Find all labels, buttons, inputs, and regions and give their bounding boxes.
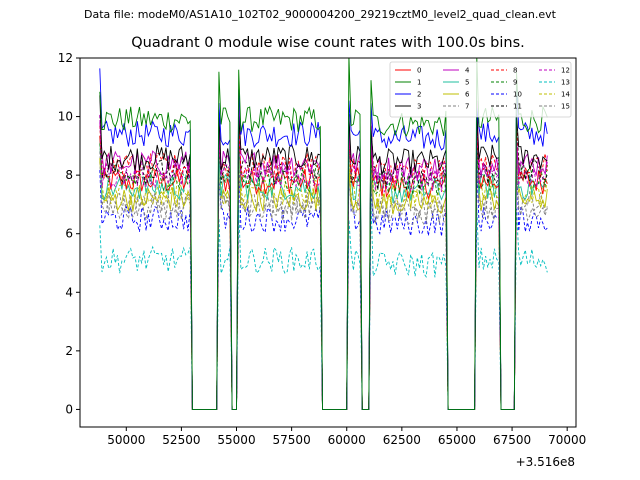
legend-label-15: 15 — [561, 103, 570, 111]
x-tick-label: 50000 — [107, 433, 145, 447]
x-tick-label: 52500 — [162, 433, 200, 447]
x-tick-label: 65000 — [438, 433, 476, 447]
legend-label-9: 9 — [513, 79, 517, 87]
y-tick-label: 0 — [65, 402, 73, 416]
y-axis: 0 2 4 6 8 10 12 — [58, 51, 80, 416]
y-tick-label: 8 — [65, 168, 73, 182]
x-tick-label: 62500 — [383, 433, 421, 447]
series-line-7 — [99, 155, 548, 410]
x-offset-label: +3.516e8 — [516, 455, 575, 469]
axes-frame — [79, 57, 577, 428]
x-tick-label: 60000 — [328, 433, 366, 447]
series-line-8 — [99, 118, 548, 410]
legend-label-3: 3 — [417, 103, 421, 111]
y-tick-label: 10 — [58, 110, 73, 124]
series-lines — [99, 58, 548, 410]
legend-label-11: 11 — [513, 103, 522, 111]
legend-label-4: 4 — [465, 67, 470, 75]
chart-title: Quadrant 0 module wise count rates with … — [131, 35, 525, 51]
legend-label-2: 2 — [417, 91, 421, 99]
legend-label-6: 6 — [465, 91, 470, 99]
legend-label-12: 12 — [561, 67, 570, 75]
y-tick-label: 4 — [65, 285, 73, 299]
suptitle: Data file: modeM0/AS1A10_102T02_90000042… — [84, 8, 556, 21]
series-line-1 — [99, 58, 548, 410]
y-tick-label: 12 — [58, 51, 73, 65]
series-line-13 — [99, 200, 548, 410]
x-tick-label: 67500 — [493, 433, 531, 447]
legend-label-5: 5 — [465, 79, 469, 87]
series-line-3 — [99, 95, 548, 410]
legend-label-8: 8 — [513, 67, 517, 75]
legend-label-1: 1 — [417, 79, 421, 87]
x-tick-label: 55000 — [217, 433, 255, 447]
y-tick-label: 2 — [65, 344, 73, 358]
legend-label-7: 7 — [465, 103, 469, 111]
legend-label-13: 13 — [561, 79, 570, 87]
x-tick-label: 70000 — [548, 433, 586, 447]
legend-label-10: 10 — [513, 91, 522, 99]
legend-label-14: 14 — [561, 91, 570, 99]
legend-label-0: 0 — [417, 67, 421, 75]
y-tick-label: 6 — [65, 227, 73, 241]
x-tick-label: 57500 — [273, 433, 311, 447]
x-axis: 50000 52500 55000 57500 60000 62500 65000 67500… — [107, 427, 586, 447]
legend-box — [389, 61, 572, 118]
